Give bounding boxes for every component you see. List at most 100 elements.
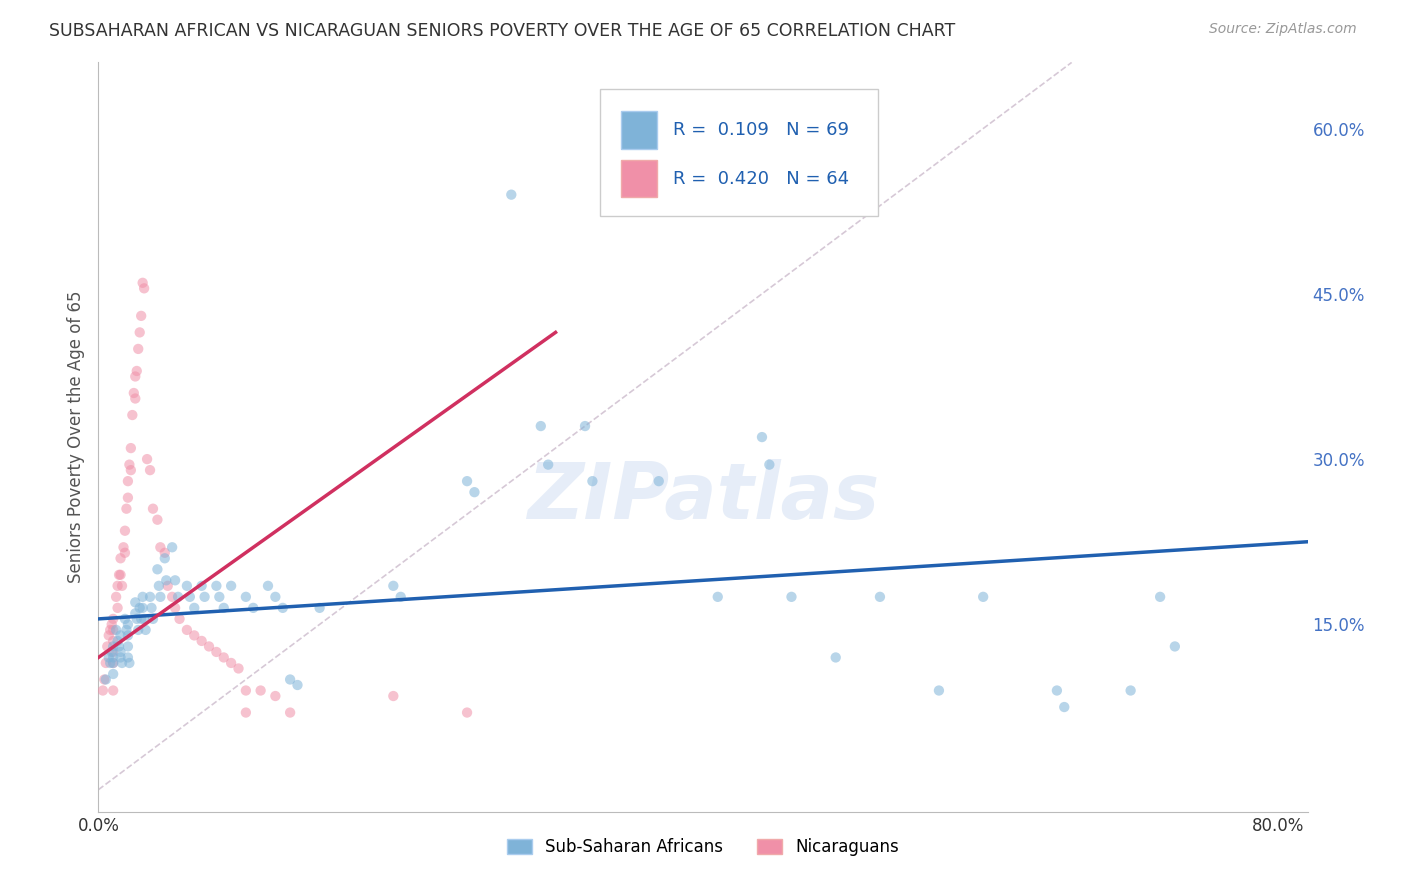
Point bbox=[169, 612, 191, 626]
Point bbox=[98, 623, 121, 637]
Point bbox=[1046, 683, 1069, 698]
Point bbox=[125, 364, 148, 378]
Point bbox=[928, 683, 950, 698]
Point bbox=[278, 673, 301, 687]
Point bbox=[165, 600, 187, 615]
Point bbox=[183, 600, 205, 615]
Point bbox=[110, 650, 132, 665]
Point bbox=[124, 607, 146, 621]
Point bbox=[212, 600, 235, 615]
Point bbox=[115, 623, 138, 637]
Point bbox=[127, 342, 149, 356]
Point bbox=[101, 623, 124, 637]
Point bbox=[194, 590, 217, 604]
Point bbox=[128, 600, 150, 615]
Point bbox=[136, 452, 159, 467]
Point bbox=[100, 645, 122, 659]
Point bbox=[94, 656, 117, 670]
Point bbox=[287, 678, 309, 692]
Point bbox=[574, 419, 596, 434]
Point bbox=[176, 623, 198, 637]
Point bbox=[205, 645, 228, 659]
Point bbox=[271, 600, 294, 615]
Point bbox=[219, 656, 242, 670]
Point bbox=[105, 590, 128, 604]
Point bbox=[117, 491, 139, 505]
Point bbox=[131, 600, 153, 615]
Point bbox=[105, 623, 128, 637]
Point bbox=[141, 600, 163, 615]
Point bbox=[93, 673, 115, 687]
Text: ZIPatlas: ZIPatlas bbox=[527, 459, 879, 535]
Point bbox=[134, 612, 156, 626]
Point bbox=[758, 458, 780, 472]
Point bbox=[108, 567, 131, 582]
Point bbox=[114, 546, 136, 560]
Point bbox=[219, 579, 242, 593]
Point bbox=[112, 541, 135, 555]
Point bbox=[134, 281, 156, 295]
Point bbox=[1164, 640, 1187, 654]
Point bbox=[120, 463, 142, 477]
Point bbox=[179, 590, 201, 604]
Point bbox=[869, 590, 891, 604]
Point bbox=[780, 590, 803, 604]
Point bbox=[242, 600, 264, 615]
Point bbox=[101, 656, 124, 670]
Point bbox=[149, 590, 172, 604]
Point bbox=[205, 579, 228, 593]
Point bbox=[146, 513, 169, 527]
Point bbox=[153, 551, 176, 566]
FancyBboxPatch shape bbox=[621, 160, 657, 197]
Point bbox=[706, 590, 728, 604]
Point bbox=[97, 628, 120, 642]
Point bbox=[124, 392, 146, 406]
Point bbox=[139, 463, 162, 477]
Point bbox=[125, 612, 148, 626]
Point bbox=[155, 574, 177, 588]
Point bbox=[122, 386, 145, 401]
Point bbox=[257, 579, 280, 593]
Text: R =  0.109   N = 69: R = 0.109 N = 69 bbox=[672, 121, 849, 139]
Point bbox=[131, 590, 153, 604]
Legend: Sub-Saharan Africans, Nicaraguans: Sub-Saharan Africans, Nicaraguans bbox=[508, 838, 898, 855]
Point bbox=[1053, 700, 1076, 714]
Point bbox=[129, 612, 152, 626]
Point bbox=[107, 634, 129, 648]
Point bbox=[160, 590, 183, 604]
Point bbox=[101, 634, 124, 648]
Point bbox=[235, 706, 257, 720]
Point bbox=[190, 579, 212, 593]
Point bbox=[100, 617, 122, 632]
Point bbox=[91, 683, 114, 698]
Point bbox=[183, 628, 205, 642]
Point bbox=[228, 661, 250, 675]
Point bbox=[278, 706, 301, 720]
Point bbox=[118, 656, 141, 670]
Point bbox=[96, 640, 118, 654]
Text: Source: ZipAtlas.com: Source: ZipAtlas.com bbox=[1209, 22, 1357, 37]
Point bbox=[160, 541, 183, 555]
Point bbox=[118, 458, 141, 472]
Point bbox=[101, 683, 124, 698]
Point bbox=[190, 634, 212, 648]
Point bbox=[120, 441, 142, 455]
Point bbox=[972, 590, 994, 604]
Point bbox=[537, 458, 560, 472]
Point bbox=[165, 574, 187, 588]
Point bbox=[648, 474, 671, 488]
Point bbox=[153, 546, 176, 560]
Point bbox=[135, 623, 157, 637]
Point bbox=[111, 579, 134, 593]
Point bbox=[115, 501, 138, 516]
Point bbox=[382, 579, 405, 593]
Point bbox=[107, 579, 129, 593]
Point bbox=[235, 683, 257, 698]
FancyBboxPatch shape bbox=[621, 112, 657, 149]
Point bbox=[389, 590, 412, 604]
Point bbox=[114, 612, 136, 626]
Point bbox=[156, 579, 179, 593]
Point bbox=[117, 628, 139, 642]
Point bbox=[101, 656, 124, 670]
Point bbox=[131, 276, 153, 290]
